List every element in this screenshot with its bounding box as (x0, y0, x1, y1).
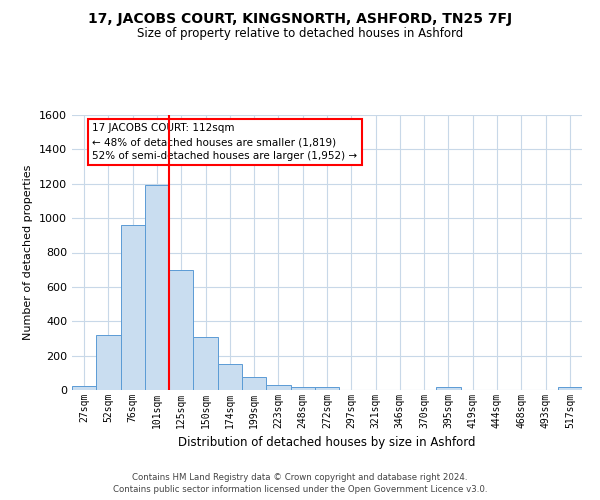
Bar (242, 377, 266, 390)
Bar (145, 186, 169, 390)
Text: Contains HM Land Registry data © Crown copyright and database right 2024.: Contains HM Land Registry data © Crown c… (132, 472, 468, 482)
Bar (96, 335, 121, 390)
Text: Contains public sector information licensed under the Open Government Licence v3: Contains public sector information licen… (113, 485, 487, 494)
Text: 17 JACOBS COURT: 112sqm
← 48% of detached houses are smaller (1,819)
52% of semi: 17 JACOBS COURT: 112sqm ← 48% of detache… (92, 123, 358, 161)
Bar (218, 364, 242, 390)
Bar (72, 386, 96, 390)
Bar (169, 270, 193, 390)
Bar (193, 336, 218, 390)
Bar (266, 385, 290, 390)
Text: Size of property relative to detached houses in Ashford: Size of property relative to detached ho… (137, 28, 463, 40)
Text: 17, JACOBS COURT, KINGSNORTH, ASHFORD, TN25 7FJ: 17, JACOBS COURT, KINGSNORTH, ASHFORD, T… (88, 12, 512, 26)
Bar (436, 388, 461, 390)
Bar (121, 225, 145, 390)
Y-axis label: Number of detached properties: Number of detached properties (23, 165, 34, 340)
Bar (290, 388, 315, 390)
Bar (315, 386, 339, 390)
X-axis label: Distribution of detached houses by size in Ashford: Distribution of detached houses by size … (178, 436, 476, 450)
Bar (558, 388, 582, 390)
